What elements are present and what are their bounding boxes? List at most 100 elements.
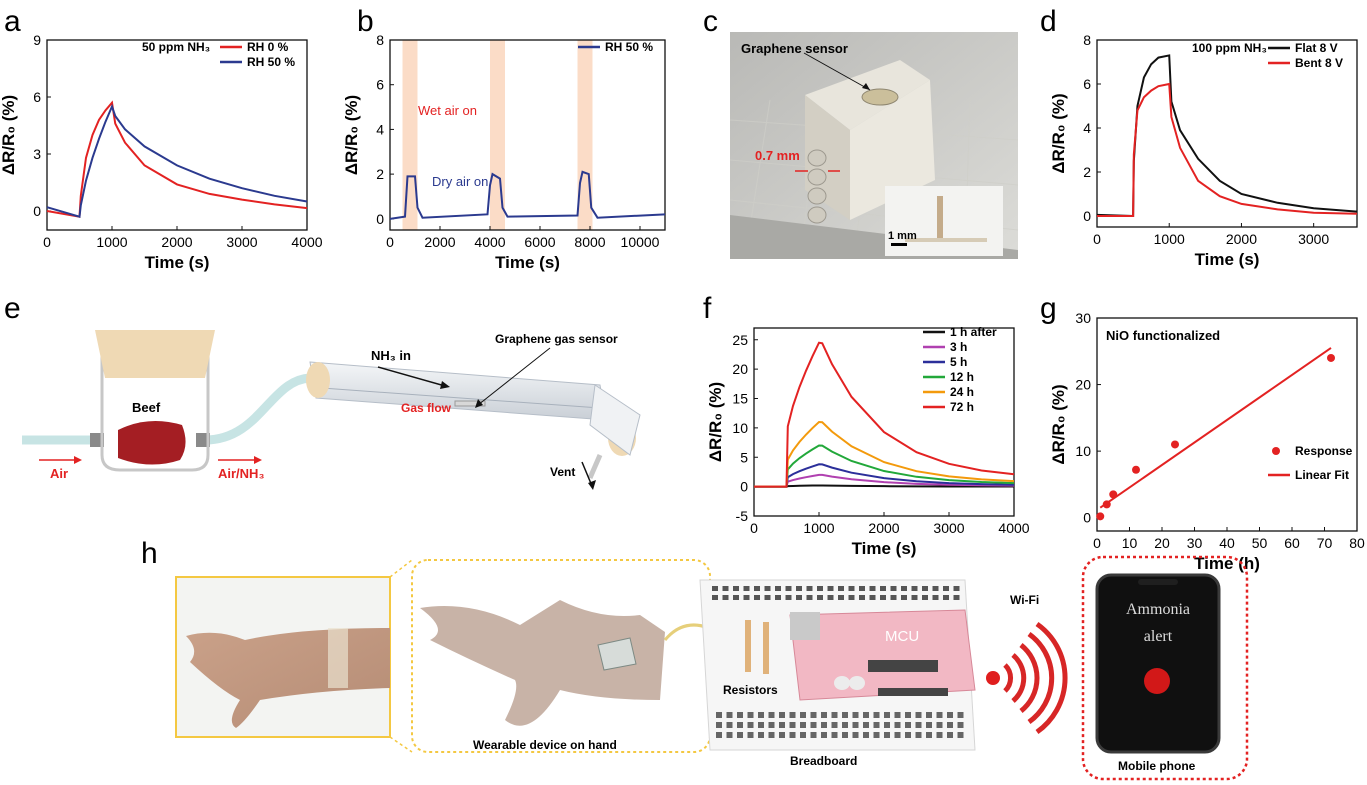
hole xyxy=(775,586,781,591)
x-tick-label: 0 xyxy=(43,234,51,250)
x-tick-label: 3000 xyxy=(933,520,964,536)
breadboard-holes xyxy=(712,586,964,738)
hole xyxy=(737,722,743,728)
x-tick-label: 4000 xyxy=(998,520,1029,536)
schematic-h-mobile: Mobile phone xyxy=(1118,759,1196,773)
hole xyxy=(873,712,880,718)
y-tick-label: 10 xyxy=(732,420,748,436)
x-tick-label: 1000 xyxy=(803,520,834,536)
hole xyxy=(848,595,855,600)
x-axis-label: Time (h) xyxy=(1194,554,1260,573)
schematic-e-air: Air xyxy=(50,466,68,481)
hole xyxy=(779,712,785,718)
hole xyxy=(905,732,911,738)
chart-d-annotation: 100 ppm NH₃ xyxy=(1192,41,1267,55)
hole xyxy=(754,595,760,600)
photo-c-sensor-label: Graphene sensor xyxy=(741,41,848,56)
x-axis-label: Time (s) xyxy=(852,539,917,558)
x-tick-label: 60 xyxy=(1284,535,1300,551)
hole xyxy=(915,712,922,718)
hole xyxy=(810,722,817,728)
hole xyxy=(827,586,834,591)
hole xyxy=(957,732,964,738)
hole xyxy=(733,586,739,591)
chart-b: 0 2000 4000 6000 8000 10000 0 2 4 6 8 Time (s) ΔR/R₀… xyxy=(342,32,666,272)
y-tick-label: 0 xyxy=(33,203,41,219)
hole xyxy=(754,586,760,591)
legend-marker xyxy=(1272,447,1280,455)
hole xyxy=(852,732,859,738)
hole xyxy=(722,586,729,591)
hole xyxy=(712,595,718,600)
hole xyxy=(869,586,876,591)
legend-label: RH 50 % xyxy=(247,55,295,69)
legend-label: RH 0 % xyxy=(247,40,289,54)
hole xyxy=(905,722,911,728)
hole xyxy=(838,586,844,591)
hole xyxy=(953,586,960,591)
hole xyxy=(932,595,939,600)
hole xyxy=(932,586,939,591)
series-line-3 xyxy=(754,444,1015,488)
panel-label-h: h xyxy=(141,537,158,570)
schematic-e-nh3-in: NH₃ in xyxy=(371,348,411,363)
schematic-h-wifi: Wi-Fi xyxy=(1010,593,1039,607)
series-line-5 xyxy=(754,341,1015,488)
hole xyxy=(947,712,953,718)
x-tick-label: 30 xyxy=(1187,535,1203,551)
y-axis-label: ΔR/R₀ (%) xyxy=(0,95,18,175)
photo-c-sensor xyxy=(729,32,1019,260)
photo-c-scale-label: 1 mm xyxy=(888,230,917,242)
panel-label-d: d xyxy=(1040,5,1057,38)
hole xyxy=(936,712,943,718)
legend-label: Response xyxy=(1295,444,1353,458)
schematic-e xyxy=(22,330,641,490)
plot-frame xyxy=(753,327,1015,517)
hole xyxy=(747,732,754,738)
data-point xyxy=(1096,512,1105,521)
x-tick-label: 2000 xyxy=(161,234,192,250)
y-tick-label: 4 xyxy=(376,121,384,137)
hole xyxy=(901,586,907,591)
hole xyxy=(817,595,823,600)
hole xyxy=(806,595,813,600)
hole xyxy=(926,732,932,738)
hole xyxy=(957,712,964,718)
schematic-e-air-nh3: Air/NH₃ xyxy=(218,466,264,481)
hole xyxy=(852,722,859,728)
hole xyxy=(884,732,890,738)
hole xyxy=(936,722,943,728)
hole xyxy=(779,732,785,738)
legend-label: 1 h after xyxy=(950,325,997,339)
y-tick-label: 30 xyxy=(1075,310,1091,326)
x-tick-label: 4000 xyxy=(474,234,505,250)
schematic-e-gas-flow: Gas flow xyxy=(401,401,452,415)
hole xyxy=(726,722,733,728)
hole xyxy=(894,732,901,738)
schematic-e-beef: Beef xyxy=(132,400,161,415)
hole xyxy=(842,722,848,728)
hole xyxy=(884,722,890,728)
y-tick-label: 20 xyxy=(732,361,748,377)
series-line-0 xyxy=(389,170,666,220)
hole xyxy=(747,712,754,718)
y-tick-label: 2 xyxy=(1083,164,1091,180)
legend-label: 24 h xyxy=(950,385,974,399)
hole xyxy=(779,722,785,728)
phone-alert-line2: alert xyxy=(1144,628,1173,645)
hole xyxy=(722,595,729,600)
hole xyxy=(869,595,876,600)
chart-d: 0 1000 2000 3000 0 2 4 6 8 Time (s) ΔR/R₀ (%) Flat … xyxy=(1049,32,1358,269)
chart-g: 0 10 20 30 40 50 60 70 80 0 10 20 30 Time (h) ΔR/R₀ (%… xyxy=(1049,310,1365,573)
hole xyxy=(838,595,844,600)
chart-g-title: NiO functionalized xyxy=(1106,328,1220,343)
y-tick-label: 6 xyxy=(1083,76,1091,92)
panel-label-b: b xyxy=(357,5,374,38)
y-tick-label: 3 xyxy=(33,146,41,162)
y-tick-label: 10 xyxy=(1075,443,1091,459)
hole xyxy=(768,732,775,738)
y-tick-label: 2 xyxy=(376,166,384,182)
hole xyxy=(831,712,838,718)
hole xyxy=(768,712,775,718)
